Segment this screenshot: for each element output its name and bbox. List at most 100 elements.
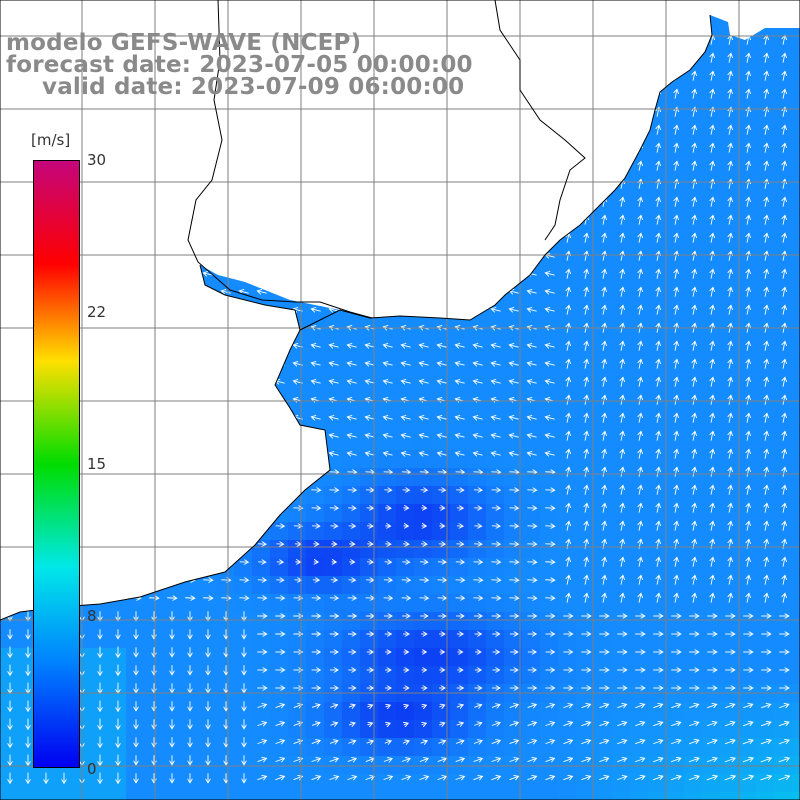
speed-cell xyxy=(702,144,721,163)
colorbar-gradient xyxy=(33,160,80,768)
speed-cell xyxy=(612,540,631,559)
speed-cell xyxy=(630,252,649,271)
speed-cell xyxy=(540,450,559,469)
speed-cell xyxy=(540,378,559,397)
colorbar-tick-22: 22 xyxy=(87,303,107,321)
wind-arrow xyxy=(639,431,641,441)
wind-arrow xyxy=(711,485,713,495)
speed-cell xyxy=(612,756,631,775)
speed-cell xyxy=(576,702,595,721)
speed-cell xyxy=(486,648,505,667)
wind-arrow xyxy=(639,449,641,459)
speed-cell xyxy=(270,738,289,757)
wind-arrow xyxy=(383,381,393,383)
wind-arrow xyxy=(509,345,519,347)
speed-cell xyxy=(36,792,55,800)
wind-arrow xyxy=(639,251,641,261)
speed-cell xyxy=(198,702,217,721)
speed-cell xyxy=(702,198,721,217)
speed-cell xyxy=(738,486,757,505)
speed-cell xyxy=(756,234,775,253)
wind-arrow xyxy=(747,521,749,531)
speed-cell xyxy=(702,630,721,649)
wind-arrow xyxy=(455,363,465,365)
wind-arrow xyxy=(747,215,749,225)
speed-cell xyxy=(252,720,271,739)
wind-arrow xyxy=(585,251,587,261)
speed-cell xyxy=(612,792,631,800)
speed-cell xyxy=(486,702,505,721)
speed-cell xyxy=(360,414,379,433)
speed-cell xyxy=(756,450,775,469)
colorbar-tick-30: 30 xyxy=(87,151,107,169)
wind-arrow xyxy=(783,449,785,459)
speed-cell xyxy=(558,504,577,523)
speed-cell xyxy=(792,630,800,649)
speed-cell xyxy=(756,594,775,613)
speed-cell xyxy=(198,792,217,800)
speed-cell xyxy=(324,558,343,577)
speed-cell xyxy=(0,648,19,667)
speed-cell xyxy=(630,774,649,793)
speed-cell xyxy=(342,720,361,739)
speed-cell xyxy=(468,576,487,595)
wind-arrow xyxy=(365,435,375,437)
speed-cell xyxy=(450,648,469,667)
speed-cell xyxy=(486,450,505,469)
speed-cell xyxy=(270,576,289,595)
speed-cell xyxy=(720,738,739,757)
speed-cell xyxy=(792,576,800,595)
speed-cell xyxy=(792,72,800,91)
speed-cell xyxy=(378,378,397,397)
wind-arrow xyxy=(383,363,393,365)
speed-cell xyxy=(522,756,541,775)
speed-cell xyxy=(774,594,793,613)
speed-cell xyxy=(666,198,685,217)
wind-arrow xyxy=(761,704,770,707)
speed-cell xyxy=(324,360,343,379)
speed-cell xyxy=(756,738,775,757)
wind-arrow xyxy=(621,467,623,477)
wind-arrow xyxy=(257,704,267,707)
speed-cell xyxy=(630,648,649,667)
wind-arrow xyxy=(747,575,749,585)
speed-cell xyxy=(594,432,613,451)
speed-cell xyxy=(756,432,775,451)
wind-arrow xyxy=(675,89,677,99)
speed-cell xyxy=(396,324,415,343)
speed-cell xyxy=(558,522,577,541)
wind-arrow xyxy=(603,485,605,495)
speed-cell xyxy=(468,702,487,721)
speed-cell xyxy=(288,738,307,757)
wind-arrow xyxy=(747,467,749,477)
wind-arrow xyxy=(585,359,587,369)
speed-cell xyxy=(396,450,415,469)
speed-cell xyxy=(432,360,451,379)
speed-cell xyxy=(576,576,595,595)
wind-arrow xyxy=(621,251,623,261)
speed-cell xyxy=(684,432,703,451)
speed-cell xyxy=(630,396,649,415)
wind-arrow xyxy=(711,395,713,405)
speed-cell xyxy=(648,378,667,397)
wind-arrow xyxy=(437,363,447,365)
speed-cell xyxy=(252,792,271,800)
speed-cell xyxy=(774,288,793,307)
wind-arrow xyxy=(729,395,731,405)
speed-cell xyxy=(90,738,109,757)
speed-cell xyxy=(792,306,800,325)
wind-arrow xyxy=(747,179,749,189)
speed-cell xyxy=(738,216,757,235)
wind-arrow xyxy=(527,435,537,437)
speed-cell xyxy=(594,774,613,793)
speed-cell xyxy=(684,756,703,775)
speed-cell xyxy=(378,612,397,631)
speed-cell xyxy=(180,594,199,613)
speed-cell xyxy=(792,180,800,199)
wind-arrow xyxy=(747,593,749,603)
speed-cell xyxy=(270,630,289,649)
speed-cell xyxy=(144,648,163,667)
speed-cell xyxy=(630,504,649,523)
speed-cell xyxy=(342,342,361,361)
speed-cell xyxy=(558,378,577,397)
